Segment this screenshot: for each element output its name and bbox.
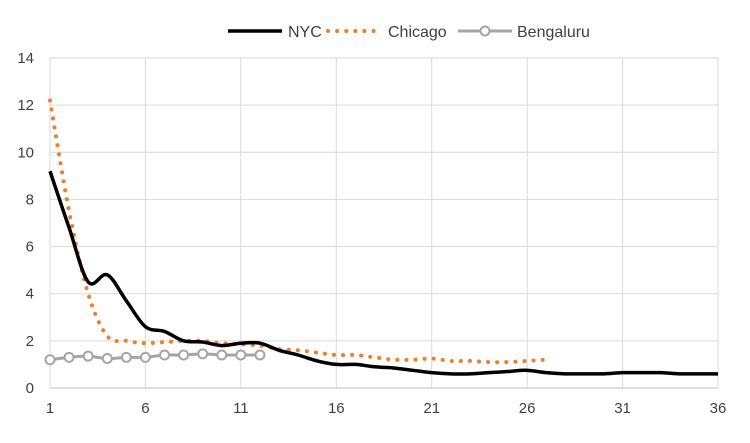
y-tick-label: 0 <box>26 380 34 397</box>
legend-label-bengaluru: Bengaluru <box>517 24 590 41</box>
y-tick-label: 6 <box>26 239 34 256</box>
x-tick-label: 1 <box>46 400 54 417</box>
y-tick-label: 4 <box>26 286 34 303</box>
data-series <box>44 98 718 376</box>
y-tick-label: 14 <box>17 50 34 67</box>
legend-marker-bengaluru <box>479 25 491 37</box>
y-tick-label: 8 <box>26 191 34 208</box>
data-point-bengaluru <box>63 351 75 363</box>
data-point-bengaluru <box>44 354 56 366</box>
y-tick-label: 2 <box>26 333 34 350</box>
x-tick-label: 26 <box>519 400 536 417</box>
data-point-bengaluru <box>216 349 228 361</box>
series-line-nyc <box>48 170 718 376</box>
data-point-bengaluru <box>101 353 113 365</box>
x-tick-label: 36 <box>710 400 727 417</box>
data-point-bengaluru <box>159 349 171 361</box>
series-bengaluru <box>44 348 266 366</box>
x-tick-label: 21 <box>423 400 440 417</box>
series-nyc <box>48 170 718 376</box>
legend-item-chicago: Chicago <box>326 24 447 41</box>
legend-item-nyc: NYC <box>228 24 322 41</box>
legend-item-bengaluru: Bengaluru <box>458 24 590 41</box>
series-line-chicago <box>48 98 549 365</box>
legend-label-chicago: Chicago <box>388 24 447 41</box>
x-tick-label: 16 <box>328 400 345 417</box>
x-tick-label: 11 <box>233 400 249 417</box>
data-point-bengaluru <box>254 349 266 361</box>
legend-label-nyc: NYC <box>288 24 322 41</box>
series-line-bengaluru <box>49 352 260 362</box>
data-point-bengaluru <box>120 351 132 363</box>
series-chicago <box>48 98 549 365</box>
x-tick-label: 31 <box>614 400 631 417</box>
y-tick-label: 12 <box>17 97 34 114</box>
data-point-bengaluru <box>82 350 94 362</box>
data-point-bengaluru <box>197 348 209 360</box>
data-point-bengaluru <box>178 349 190 361</box>
data-point-bengaluru <box>235 349 247 361</box>
grid-lines <box>49 57 719 388</box>
legend: NYC Chicago Bengaluru <box>228 24 590 41</box>
data-point-bengaluru <box>139 351 151 363</box>
x-tick-label: 6 <box>141 400 149 417</box>
y-tick-label: 10 <box>17 144 34 161</box>
